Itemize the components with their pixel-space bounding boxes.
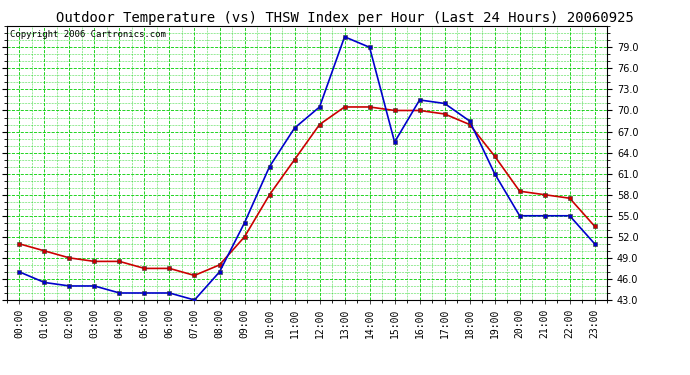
Text: Copyright 2006 Cartronics.com: Copyright 2006 Cartronics.com [10, 30, 166, 39]
Text: Outdoor Temperature (vs) THSW Index per Hour (Last 24 Hours) 20060925: Outdoor Temperature (vs) THSW Index per … [56, 11, 634, 25]
